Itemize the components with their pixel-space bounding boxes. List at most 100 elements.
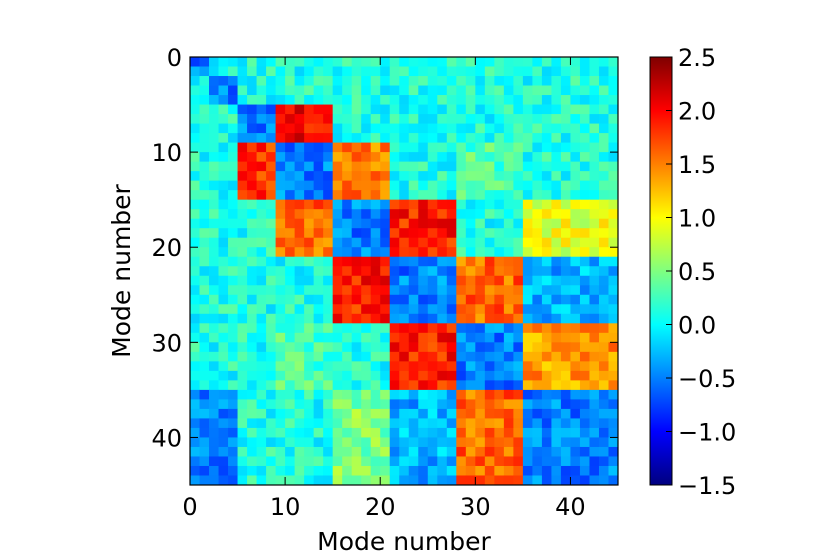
heatmap-cell: [399, 446, 410, 457]
heatmap-cell: [266, 313, 276, 324]
heatmap-cell: [437, 285, 448, 296]
heatmap-cell: [560, 361, 571, 372]
heatmap-cell: [522, 313, 533, 324]
heatmap-cell: [541, 446, 552, 457]
heatmap-cell: [218, 152, 229, 163]
heatmap-cell: [332, 294, 343, 305]
heatmap-cell: [475, 228, 486, 239]
heatmap-cell: [361, 351, 372, 362]
heatmap-cell: [266, 199, 276, 210]
heatmap-cell: [427, 171, 438, 182]
heatmap-cell: [513, 465, 524, 476]
heatmap-cell: [408, 475, 419, 486]
heatmap-cell: [513, 418, 524, 429]
heatmap-cell: [522, 285, 533, 296]
heatmap-cell: [484, 237, 495, 248]
heatmap-cell: [513, 66, 524, 77]
heatmap-cell: [475, 133, 486, 143]
heatmap-cell: [570, 294, 581, 305]
heatmap-cell: [332, 104, 343, 115]
heatmap-cell: [370, 399, 381, 410]
heatmap-cell: [598, 418, 609, 429]
heatmap-cell: [598, 85, 609, 96]
heatmap-cell: [351, 437, 362, 448]
heatmap-cell: [446, 218, 457, 229]
heatmap-cell: [190, 285, 200, 296]
heatmap-cell: [190, 247, 200, 258]
heatmap-cell: [380, 475, 391, 486]
heatmap-cell: [579, 180, 590, 191]
heatmap-cell: [389, 446, 400, 457]
heatmap-cell: [579, 209, 590, 220]
heatmap-cell: [351, 95, 362, 105]
heatmap-cell: [494, 85, 505, 96]
heatmap-cell: [437, 247, 448, 258]
heatmap-cell: [522, 275, 533, 286]
heatmap-cell: [275, 104, 286, 115]
heatmap-cell: [418, 304, 429, 315]
heatmap-cell: [275, 209, 286, 220]
heatmap-cell: [589, 66, 600, 77]
heatmap-cell: [247, 389, 257, 400]
heatmap-cell: [399, 465, 410, 476]
heatmap-cell: [503, 180, 514, 191]
heatmap-cell: [579, 437, 590, 448]
heatmap-cell: [532, 57, 543, 67]
heatmap-cell: [560, 190, 571, 201]
heatmap-cell: [598, 133, 609, 143]
heatmap-cell: [532, 456, 543, 467]
heatmap-cell: [541, 142, 552, 153]
heatmap-cell: [370, 104, 381, 115]
heatmap-cell: [351, 133, 362, 143]
heatmap-cell: [294, 66, 305, 77]
heatmap-cell: [370, 161, 381, 172]
heatmap-cell: [513, 228, 524, 239]
heatmap-cell: [304, 180, 315, 191]
heatmap-cell: [560, 408, 571, 419]
heatmap-cell: [332, 161, 343, 172]
heatmap-cell: [532, 142, 543, 153]
heatmap-cell: [342, 209, 353, 220]
heatmap-cell: [199, 95, 210, 105]
heatmap-cell: [551, 380, 562, 391]
heatmap-cell: [209, 361, 219, 372]
colorbar-tick-label: 0.0: [678, 312, 716, 340]
heatmap-cell: [351, 427, 362, 438]
heatmap-cell: [342, 218, 353, 229]
heatmap-cell: [570, 142, 581, 153]
heatmap-cell: [437, 142, 448, 153]
heatmap-cell: [503, 342, 514, 353]
heatmap-cell: [304, 114, 315, 124]
heatmap-cell: [389, 427, 400, 438]
heatmap-cell: [579, 114, 590, 124]
heatmap-cell: [313, 161, 324, 172]
heatmap-cell: [361, 465, 372, 476]
heatmap-cell: [541, 57, 552, 67]
heatmap-cell: [456, 161, 467, 172]
heatmap-cell: [199, 266, 210, 277]
heatmap-cell: [446, 114, 457, 124]
heatmap-cell: [465, 313, 476, 324]
heatmap-cell: [313, 465, 324, 476]
heatmap-cell: [294, 152, 305, 163]
heatmap-cell: [503, 408, 514, 419]
heatmap-cell: [598, 456, 609, 467]
heatmap-cell: [256, 361, 267, 372]
heatmap-cell: [513, 133, 524, 143]
heatmap-cell: [247, 408, 257, 419]
heatmap-cell: [190, 427, 200, 438]
heatmap-cell: [247, 313, 257, 324]
heatmap-cell: [427, 351, 438, 362]
heatmap-cell: [551, 323, 562, 334]
heatmap-cell: [285, 304, 296, 315]
heatmap-cell: [313, 408, 324, 419]
heatmap-cell: [209, 446, 219, 457]
heatmap-cell: [266, 66, 276, 77]
heatmap-cell: [228, 389, 238, 400]
heatmap-cell: [522, 399, 533, 410]
heatmap-cell: [370, 446, 381, 457]
heatmap-cell: [389, 437, 400, 448]
heatmap-cell: [408, 218, 419, 229]
heatmap-cell: [532, 465, 543, 476]
heatmap-cell: [247, 161, 257, 172]
